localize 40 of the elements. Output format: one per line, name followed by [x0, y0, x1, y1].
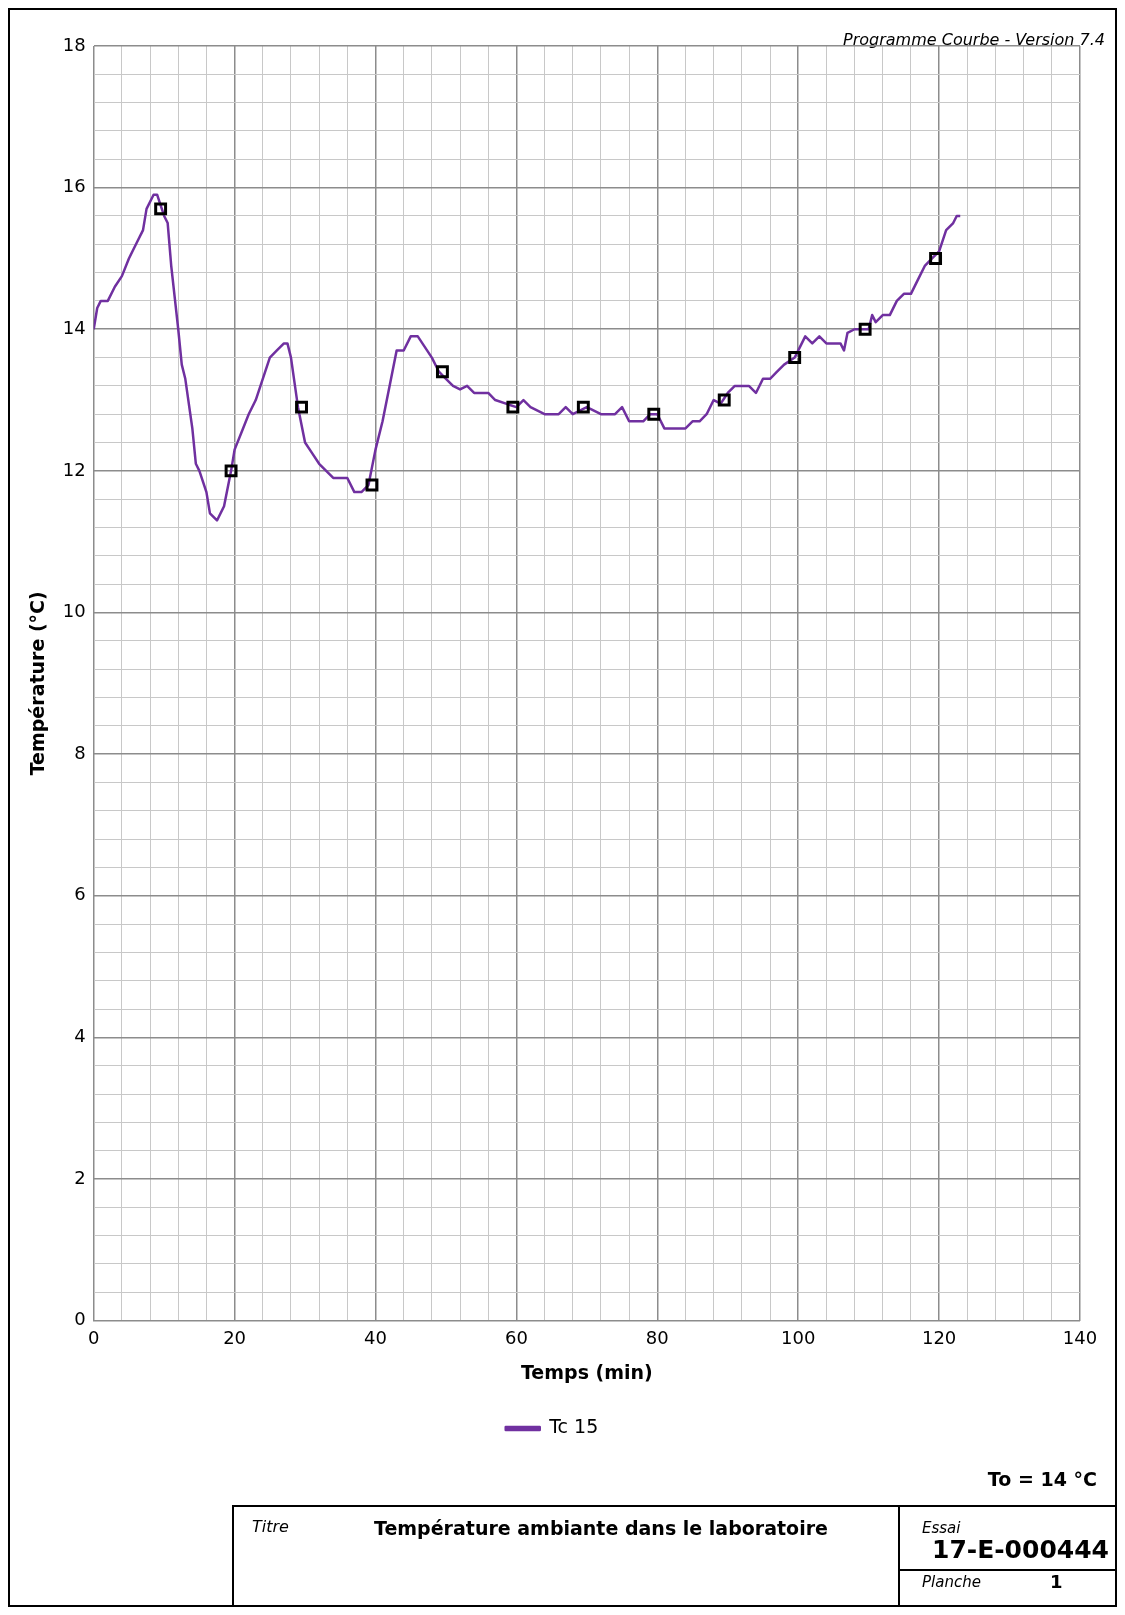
- y-tick-label: 0: [74, 1308, 86, 1330]
- text: Essai: [922, 1519, 961, 1537]
- y-axis-title: Température (°C): [26, 591, 49, 776]
- point: [858, 322, 872, 336]
- x-tick-label: 60: [504, 1327, 528, 1349]
- x-tick-label: 100: [781, 1327, 816, 1349]
- point: [295, 400, 308, 414]
- legend-label: Tc 15: [548, 1415, 599, 1438]
- point: [506, 400, 520, 414]
- text: To = 14 °C: [987, 1468, 1097, 1490]
- point: [788, 351, 802, 365]
- point: [647, 407, 661, 421]
- y-tick-label: 14: [62, 316, 86, 338]
- point: [154, 202, 168, 216]
- x-axis-title: Temps (min): [520, 1360, 653, 1383]
- x-tick-label: 80: [645, 1327, 669, 1349]
- point: [717, 393, 731, 407]
- y-tick-label: 6: [74, 883, 86, 905]
- y-tick-label: 2: [74, 1166, 86, 1188]
- y-tick-label: 16: [62, 175, 86, 197]
- text: 1: [1050, 1571, 1063, 1592]
- text: Température ambiante dans le laboratoire: [374, 1517, 828, 1539]
- point: [929, 251, 943, 265]
- x-tick-label: 20: [223, 1327, 247, 1349]
- point: [224, 464, 238, 478]
- y-tick-label: 8: [74, 741, 86, 763]
- text: 17-E-000444: [932, 1535, 1109, 1564]
- y-tick-label: 12: [62, 458, 86, 480]
- annotation: Programme Courbe - Version 7.4: [843, 30, 1105, 49]
- text: Titre: [252, 1517, 289, 1536]
- y-tick-label: 4: [74, 1025, 86, 1047]
- y-tick-label: 10: [62, 600, 86, 622]
- y-tick-label: 18: [62, 33, 86, 55]
- text: Planche: [922, 1573, 981, 1591]
- x-tick-label: 140: [1062, 1327, 1098, 1349]
- point: [435, 365, 449, 379]
- point: [365, 478, 379, 492]
- point: [576, 400, 590, 414]
- x-tick-label: 120: [921, 1327, 957, 1349]
- x-tick-label: 40: [364, 1327, 387, 1349]
